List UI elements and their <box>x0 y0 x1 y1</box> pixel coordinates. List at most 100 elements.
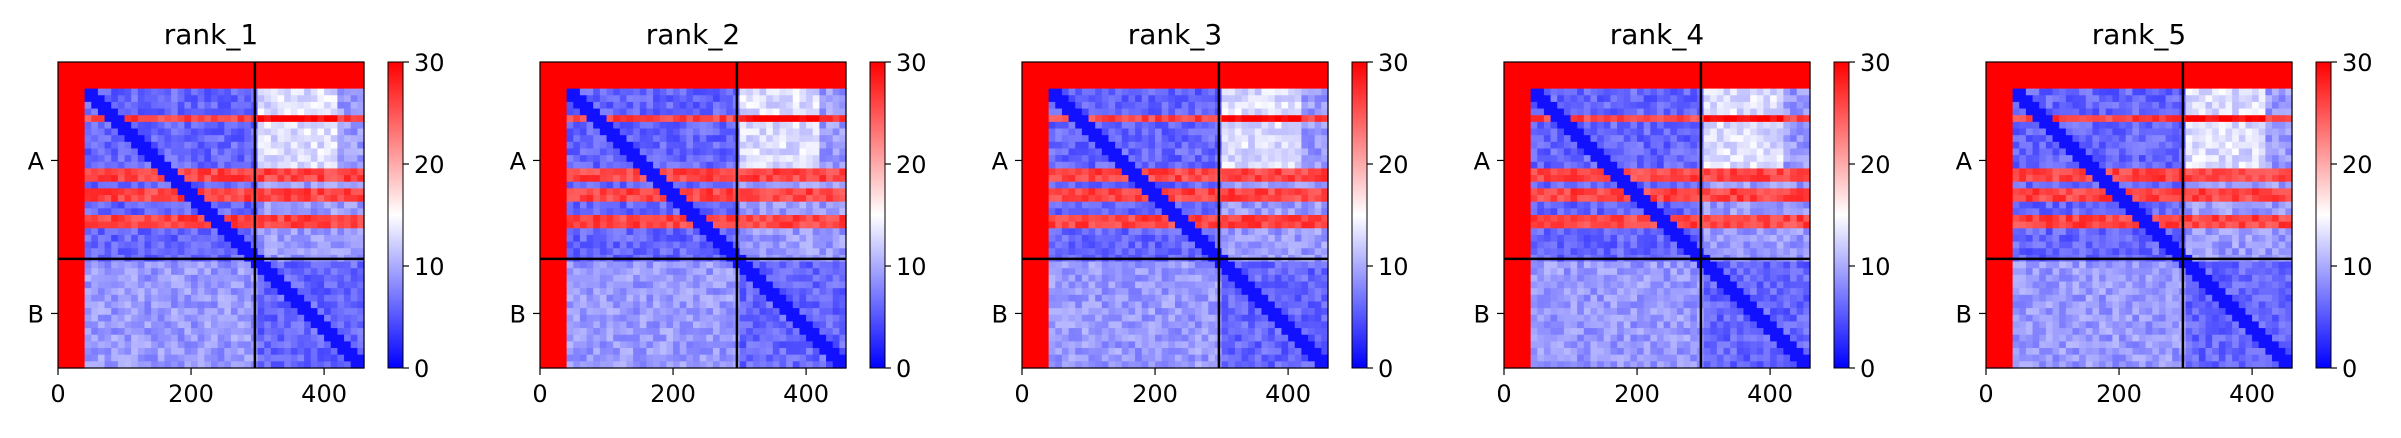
chain-label: B <box>510 300 526 328</box>
heatmap-cell <box>806 201 814 209</box>
heatmap-cell <box>164 115 172 123</box>
heatmap-cell <box>819 62 827 70</box>
heatmap-cell <box>546 361 554 369</box>
heatmap-cell <box>626 308 634 316</box>
heatmap-cell <box>786 281 794 289</box>
heatmap-cell <box>337 241 345 249</box>
heatmap-cell <box>1135 75 1143 83</box>
heatmap-cell <box>772 274 781 283</box>
heatmap-cell <box>177 181 185 189</box>
heatmap-cell <box>111 101 119 110</box>
heatmap-cell <box>586 234 594 243</box>
heatmap-cell <box>350 141 358 150</box>
heatmap-cell <box>257 88 265 96</box>
heatmap-cell <box>666 321 674 329</box>
heatmap-cell <box>540 294 548 303</box>
heatmap-cell <box>1141 95 1149 103</box>
heatmap-cell <box>639 354 648 362</box>
heatmap-cell <box>1022 161 1030 170</box>
heatmap-cell <box>726 248 734 256</box>
heatmap-cell <box>1022 81 1030 90</box>
heatmap-cell <box>653 294 661 303</box>
heatmap-cell <box>739 308 747 316</box>
heatmap-cell <box>832 234 840 243</box>
heatmap-cell <box>97 188 106 196</box>
heatmap-cell <box>124 221 132 229</box>
heatmap-cell <box>540 261 548 269</box>
heatmap-cell <box>204 88 212 96</box>
heatmap-cell <box>786 221 794 229</box>
heatmap-cell <box>693 115 701 123</box>
heatmap-cell <box>350 341 358 349</box>
heatmap-cell <box>746 294 754 303</box>
heatmap-cell <box>639 308 648 316</box>
heatmap-cell <box>1201 62 1209 70</box>
heatmap-cell <box>1141 128 1149 136</box>
heatmap-cell <box>184 115 192 123</box>
heatmap-cell <box>350 88 358 96</box>
heatmap-cell <box>559 121 568 130</box>
heatmap-cell <box>144 141 152 150</box>
heatmap-cell <box>626 141 634 150</box>
heatmap-cell <box>1288 135 1296 143</box>
heatmap-cell <box>1314 135 1322 143</box>
heatmap-cell <box>1148 62 1156 70</box>
heatmap-cell <box>297 215 305 223</box>
heatmap-cell <box>666 195 674 203</box>
heatmap-cell <box>270 208 279 216</box>
heatmap-cell <box>184 354 192 362</box>
heatmap-cell <box>812 62 820 70</box>
heatmap-cell <box>304 168 312 176</box>
heatmap-cell <box>839 361 847 369</box>
heatmap-cell <box>699 75 707 83</box>
heatmap-cell <box>633 115 641 123</box>
heatmap-cell <box>1175 68 1183 76</box>
heatmap-cell <box>204 215 212 223</box>
heatmap-cell <box>1288 62 1296 70</box>
heatmap-cell <box>766 334 774 342</box>
heatmap-cell <box>679 274 687 283</box>
heatmap-cell <box>277 234 285 243</box>
heatmap-cell <box>264 328 272 336</box>
heatmap-cell <box>546 301 554 309</box>
heatmap-cell <box>826 241 834 249</box>
heatmap-cell <box>317 328 325 336</box>
heatmap-cell <box>626 328 634 336</box>
heatmap-cell <box>144 148 152 156</box>
heatmap-cell <box>1301 141 1309 150</box>
heatmap-cell <box>699 274 707 283</box>
heatmap-cell <box>144 274 152 283</box>
heatmap-cell <box>117 241 126 249</box>
heatmap-cell <box>191 234 199 243</box>
heatmap-cell <box>779 135 787 143</box>
heatmap-cell <box>204 241 212 249</box>
heatmap-cell <box>164 62 172 70</box>
heatmap-cell <box>726 314 734 323</box>
heatmap-cell <box>131 268 139 276</box>
heatmap-cell <box>297 348 305 356</box>
heatmap-cell <box>284 135 292 143</box>
heatmap-cell <box>806 181 814 189</box>
heatmap-cell <box>1095 155 1103 163</box>
heatmap-cell <box>217 241 225 249</box>
heatmap-cell <box>91 161 99 170</box>
heatmap-cell <box>633 301 641 309</box>
heatmap-cell <box>1081 121 1090 130</box>
heatmap-cell <box>191 294 199 303</box>
heatmap-cell <box>619 121 628 130</box>
heatmap-cell <box>344 301 352 309</box>
heatmap-cell <box>1261 148 1269 156</box>
heatmap-cell <box>653 161 661 170</box>
heatmap-cell <box>84 75 92 83</box>
heatmap-cell <box>257 155 265 163</box>
heatmap-cell <box>1155 62 1163 70</box>
heatmap-cell <box>151 155 159 163</box>
heatmap-cell <box>257 361 265 369</box>
heatmap-cell <box>819 121 827 130</box>
heatmap-cell <box>310 261 319 269</box>
heatmap-cell <box>224 361 232 369</box>
heatmap-cell <box>812 301 820 309</box>
heatmap-cell <box>197 168 205 176</box>
heatmap-cell <box>799 195 807 203</box>
heatmap-cell <box>772 215 781 223</box>
